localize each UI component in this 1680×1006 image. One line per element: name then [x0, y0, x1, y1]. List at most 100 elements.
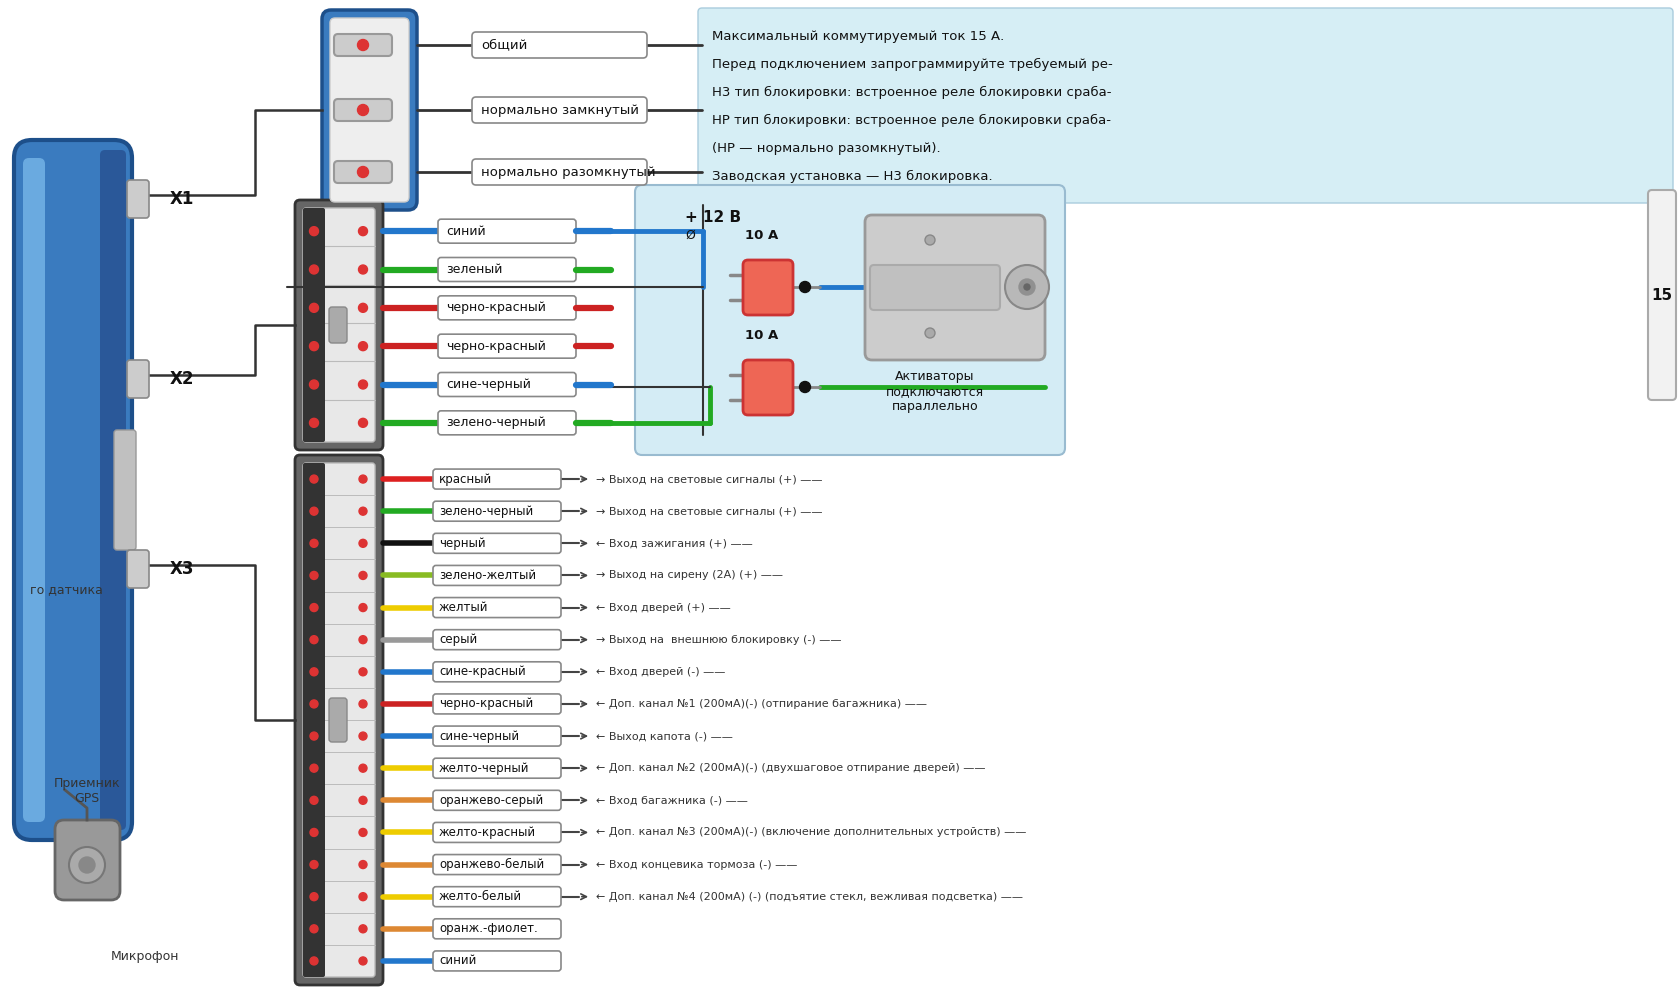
Text: желто-черный: желто-черный: [438, 762, 529, 775]
Text: Активаторы
подключаются
параллельно: Активаторы подключаются параллельно: [885, 370, 983, 413]
Text: нормально разомкнутый: нормально разомкнутый: [480, 166, 655, 178]
Circle shape: [358, 39, 368, 50]
Circle shape: [309, 860, 318, 868]
FancyBboxPatch shape: [438, 372, 576, 396]
Circle shape: [309, 828, 318, 836]
Circle shape: [358, 167, 368, 177]
Circle shape: [309, 668, 318, 676]
Circle shape: [309, 475, 318, 483]
Circle shape: [309, 380, 318, 389]
Text: го датчика: го датчика: [30, 583, 102, 597]
FancyBboxPatch shape: [55, 820, 119, 900]
Circle shape: [360, 668, 366, 676]
Circle shape: [309, 418, 318, 428]
Circle shape: [360, 539, 366, 547]
FancyBboxPatch shape: [128, 360, 150, 398]
FancyBboxPatch shape: [438, 219, 576, 243]
FancyBboxPatch shape: [294, 455, 383, 985]
FancyBboxPatch shape: [1646, 190, 1675, 400]
Circle shape: [309, 797, 318, 805]
Text: НР тип блокировки: встроенное реле блокировки сраба-: НР тип блокировки: встроенное реле блоки…: [712, 114, 1110, 127]
Circle shape: [360, 604, 366, 612]
FancyBboxPatch shape: [865, 215, 1045, 360]
FancyBboxPatch shape: [635, 185, 1065, 455]
FancyBboxPatch shape: [433, 630, 561, 650]
FancyBboxPatch shape: [323, 10, 417, 210]
FancyBboxPatch shape: [24, 158, 45, 822]
Circle shape: [79, 857, 96, 873]
Text: → Выход на  внешнюю блокировку (-) ——: → Выход на внешнюю блокировку (-) ——: [596, 635, 842, 645]
Circle shape: [309, 700, 318, 708]
Text: ← Вход багажника (-) ——: ← Вход багажника (-) ——: [596, 796, 748, 806]
Text: сине-черный: сине-черный: [438, 729, 519, 742]
FancyBboxPatch shape: [433, 791, 561, 810]
Text: Ø: Ø: [684, 229, 694, 242]
FancyBboxPatch shape: [433, 662, 561, 682]
FancyBboxPatch shape: [302, 463, 324, 977]
FancyBboxPatch shape: [433, 918, 561, 939]
Text: черно-красный: черно-красный: [445, 340, 546, 353]
Circle shape: [309, 732, 318, 740]
FancyBboxPatch shape: [334, 34, 391, 56]
Text: ← Доп. канал №3 (200мА)(-) (включение дополнительных устройств) ——: ← Доп. канал №3 (200мА)(-) (включение до…: [596, 827, 1026, 837]
Circle shape: [69, 847, 104, 883]
Circle shape: [358, 418, 368, 428]
FancyBboxPatch shape: [472, 97, 647, 123]
Circle shape: [309, 604, 318, 612]
FancyBboxPatch shape: [114, 430, 136, 550]
FancyBboxPatch shape: [472, 159, 647, 185]
FancyBboxPatch shape: [870, 265, 1000, 310]
FancyBboxPatch shape: [433, 886, 561, 906]
Text: оранжево-серый: оранжево-серый: [438, 794, 543, 807]
Circle shape: [924, 235, 934, 245]
Text: (НР — нормально разомкнутый).: (НР — нормально разомкнутый).: [712, 142, 941, 155]
FancyBboxPatch shape: [472, 32, 647, 58]
Circle shape: [309, 507, 318, 515]
Circle shape: [358, 105, 368, 116]
Circle shape: [1005, 265, 1048, 309]
Circle shape: [309, 892, 318, 900]
Circle shape: [360, 571, 366, 579]
Text: общий: общий: [480, 38, 528, 51]
Text: 15: 15: [1650, 288, 1672, 303]
FancyBboxPatch shape: [302, 208, 324, 442]
Text: оранжево-белый: оранжево-белый: [438, 858, 544, 871]
Circle shape: [360, 475, 366, 483]
Text: зеленый: зеленый: [445, 263, 502, 276]
Text: ← Доп. канал №1 (200мА)(-) (отпирание багажника) ——: ← Доп. канал №1 (200мА)(-) (отпирание ба…: [596, 699, 926, 709]
FancyBboxPatch shape: [438, 258, 576, 282]
Circle shape: [360, 797, 366, 805]
Text: ← Вход дверей (+) ——: ← Вход дверей (+) ——: [596, 603, 731, 613]
Circle shape: [309, 957, 318, 965]
Circle shape: [358, 342, 368, 351]
Text: Приемник
GPS: Приемник GPS: [54, 777, 121, 805]
Circle shape: [309, 539, 318, 547]
Circle shape: [309, 636, 318, 644]
Text: синий: синий: [438, 955, 475, 968]
Circle shape: [360, 700, 366, 708]
FancyBboxPatch shape: [743, 260, 793, 315]
Text: + 12 В: + 12 В: [684, 210, 741, 225]
Text: ← Вход зажигания (+) ——: ← Вход зажигания (+) ——: [596, 538, 753, 548]
Circle shape: [358, 380, 368, 389]
Circle shape: [309, 925, 318, 933]
Circle shape: [360, 892, 366, 900]
Text: Максимальный коммутируемый ток 15 А.: Максимальный коммутируемый ток 15 А.: [712, 30, 1003, 43]
FancyBboxPatch shape: [329, 307, 346, 343]
Circle shape: [309, 226, 318, 235]
FancyBboxPatch shape: [334, 161, 391, 183]
FancyBboxPatch shape: [433, 823, 561, 842]
FancyBboxPatch shape: [433, 565, 561, 585]
Text: → Выход на сирену (2А) (+) ——: → Выход на сирену (2А) (+) ——: [596, 570, 783, 580]
Text: ← Доп. канал №2 (200мА)(-) (двухшаговое отпирание дверей) ——: ← Доп. канал №2 (200мА)(-) (двухшаговое …: [596, 764, 984, 774]
FancyBboxPatch shape: [13, 140, 133, 840]
Text: X3: X3: [170, 560, 195, 578]
FancyBboxPatch shape: [433, 759, 561, 779]
Circle shape: [309, 765, 318, 773]
FancyBboxPatch shape: [438, 410, 576, 435]
Text: зелено-черный: зелено-черный: [445, 416, 546, 430]
Circle shape: [358, 265, 368, 274]
FancyBboxPatch shape: [438, 296, 576, 320]
Text: ← Выход капота (-) ——: ← Выход капота (-) ——: [596, 731, 732, 741]
Text: Заводская установка — Н3 блокировка.: Заводская установка — Н3 блокировка.: [712, 170, 991, 183]
